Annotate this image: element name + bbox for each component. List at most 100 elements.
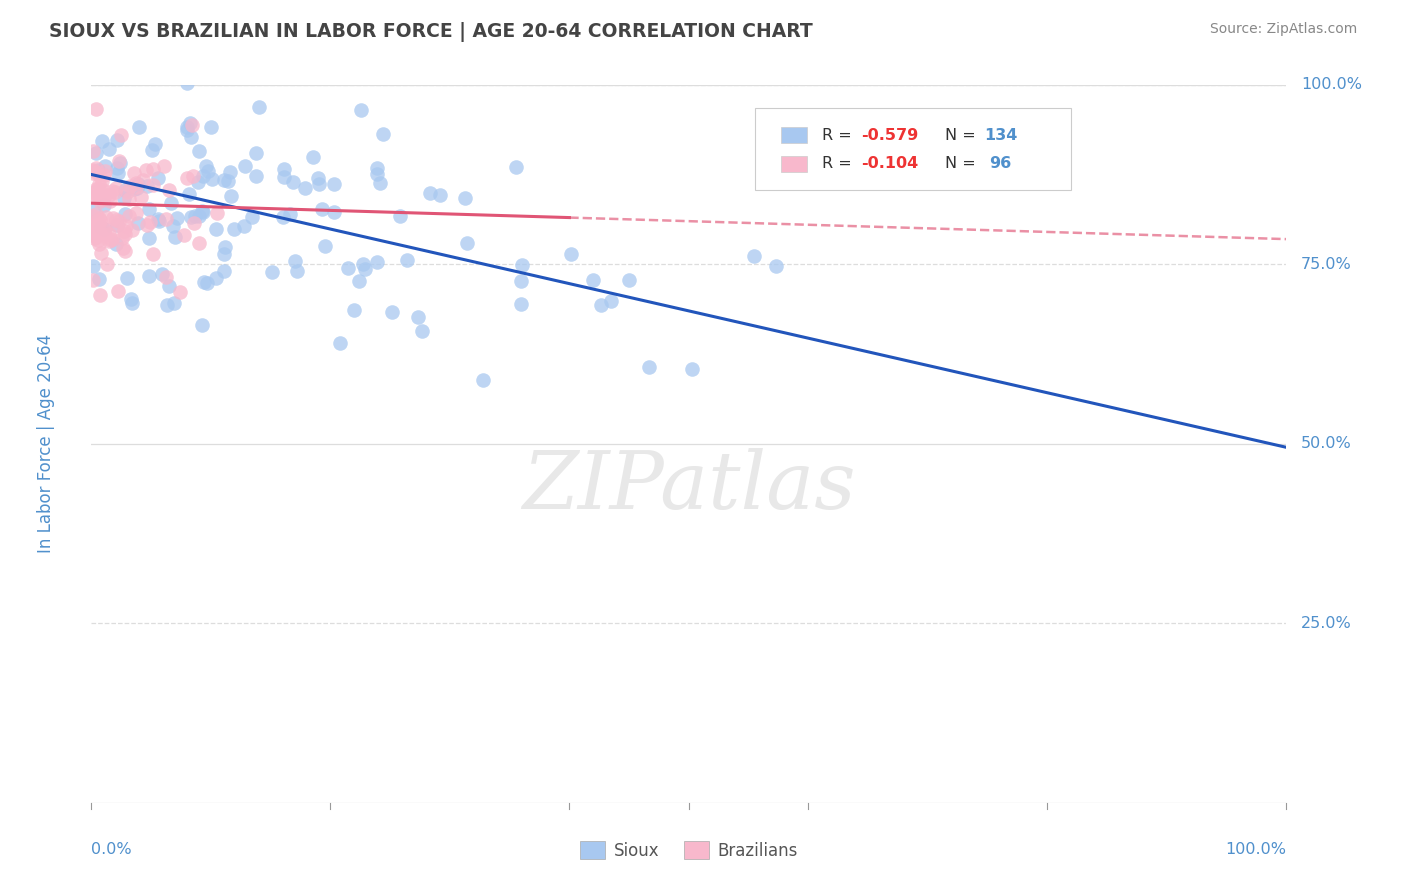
Point: [617, 273, 640, 287]
Text: 134: 134: [984, 128, 1018, 143]
Point: [84, 190, 107, 204]
Point: [510, 274, 533, 288]
Point: [141, 143, 163, 157]
Point: [201, 172, 224, 186]
Text: SIOUX VS BRAZILIAN IN LABOR FORCE | AGE 20-64 CORRELATION CHART: SIOUX VS BRAZILIAN IN LABOR FORCE | AGE …: [49, 22, 813, 42]
Point: [184, 209, 207, 223]
Point: [150, 267, 173, 281]
Point: [273, 169, 295, 184]
Point: [245, 146, 267, 161]
Point: [142, 178, 165, 193]
Point: [91, 192, 114, 206]
Text: 100.0%: 100.0%: [1301, 78, 1362, 92]
Point: [125, 206, 148, 220]
Point: [114, 227, 136, 242]
Point: [159, 196, 181, 211]
Point: [114, 244, 136, 258]
Point: [142, 161, 165, 176]
Point: [84, 146, 107, 161]
Point: [107, 166, 129, 180]
Point: [101, 232, 124, 246]
Text: 0.0%: 0.0%: [91, 842, 132, 857]
Point: [122, 166, 145, 180]
Point: [429, 187, 451, 202]
Text: 96: 96: [988, 156, 1011, 171]
Bar: [780, 127, 807, 143]
Point: [108, 154, 131, 169]
Point: [84, 229, 107, 244]
Point: [155, 270, 177, 285]
Point: [117, 192, 139, 206]
Point: [83, 222, 105, 236]
Point: [311, 202, 333, 216]
Point: [108, 214, 131, 228]
Text: Source: ZipAtlas.com: Source: ZipAtlas.com: [1209, 22, 1357, 37]
Point: [82, 225, 104, 239]
Point: [87, 177, 110, 191]
Point: [82, 216, 104, 230]
Point: [188, 210, 211, 224]
Point: [247, 99, 270, 113]
Point: [681, 362, 703, 376]
Point: [91, 174, 114, 188]
Point: [96, 257, 118, 271]
Point: [94, 66, 117, 80]
Point: [180, 130, 202, 145]
Point: [93, 188, 115, 202]
Point: [389, 209, 412, 223]
Point: [322, 177, 344, 191]
Point: [124, 182, 146, 196]
Point: [84, 182, 107, 196]
Point: [176, 170, 198, 185]
Point: [112, 191, 135, 205]
Point: [93, 197, 115, 211]
Point: [146, 211, 169, 226]
Point: [90, 219, 112, 234]
Point: [135, 162, 157, 177]
Point: [308, 177, 330, 191]
Point: [94, 160, 117, 174]
Text: R =: R =: [821, 128, 856, 143]
Text: 100.0%: 100.0%: [1226, 842, 1286, 857]
Point: [105, 218, 128, 232]
Point: [100, 233, 122, 247]
Text: 75.0%: 75.0%: [1301, 257, 1351, 272]
Point: [82, 163, 104, 178]
Point: [111, 231, 134, 245]
Point: [197, 163, 219, 178]
Point: [91, 183, 114, 197]
Point: [136, 178, 159, 193]
Point: [273, 211, 295, 225]
Point: [314, 239, 336, 253]
Point: [121, 296, 143, 310]
Point: [104, 186, 127, 200]
Point: [97, 142, 120, 156]
Point: [87, 182, 110, 196]
Point: [232, 219, 254, 233]
Point: [127, 216, 149, 230]
Point: [191, 169, 214, 184]
Point: [121, 223, 143, 237]
Point: [110, 128, 132, 142]
Point: [191, 205, 214, 219]
Point: [193, 275, 215, 289]
Point: [138, 215, 160, 229]
Point: [471, 374, 494, 388]
Point: [742, 249, 765, 263]
Point: [83, 190, 105, 204]
Point: [179, 116, 201, 130]
Point: [120, 293, 142, 307]
Point: [148, 214, 170, 228]
Point: [94, 164, 117, 178]
Point: [156, 298, 179, 312]
Text: -0.104: -0.104: [860, 156, 918, 171]
Point: [181, 169, 204, 184]
Point: [118, 178, 141, 193]
Point: [98, 194, 121, 208]
Point: [84, 161, 107, 175]
Point: [94, 222, 117, 236]
Point: [191, 318, 214, 332]
Text: N =: N =: [945, 128, 980, 143]
Point: [82, 166, 104, 180]
Point: [411, 324, 433, 338]
